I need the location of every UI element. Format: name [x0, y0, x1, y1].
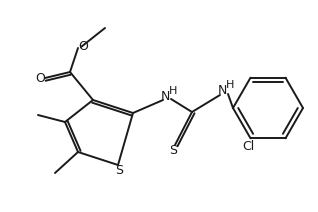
Text: N: N	[217, 84, 227, 96]
Text: O: O	[78, 39, 88, 53]
Text: H: H	[226, 80, 234, 90]
Text: S: S	[169, 145, 177, 158]
Text: Cl: Cl	[242, 140, 255, 153]
Text: N: N	[160, 89, 170, 102]
Text: O: O	[35, 71, 45, 85]
Text: H: H	[169, 86, 177, 96]
Text: S: S	[115, 163, 123, 177]
